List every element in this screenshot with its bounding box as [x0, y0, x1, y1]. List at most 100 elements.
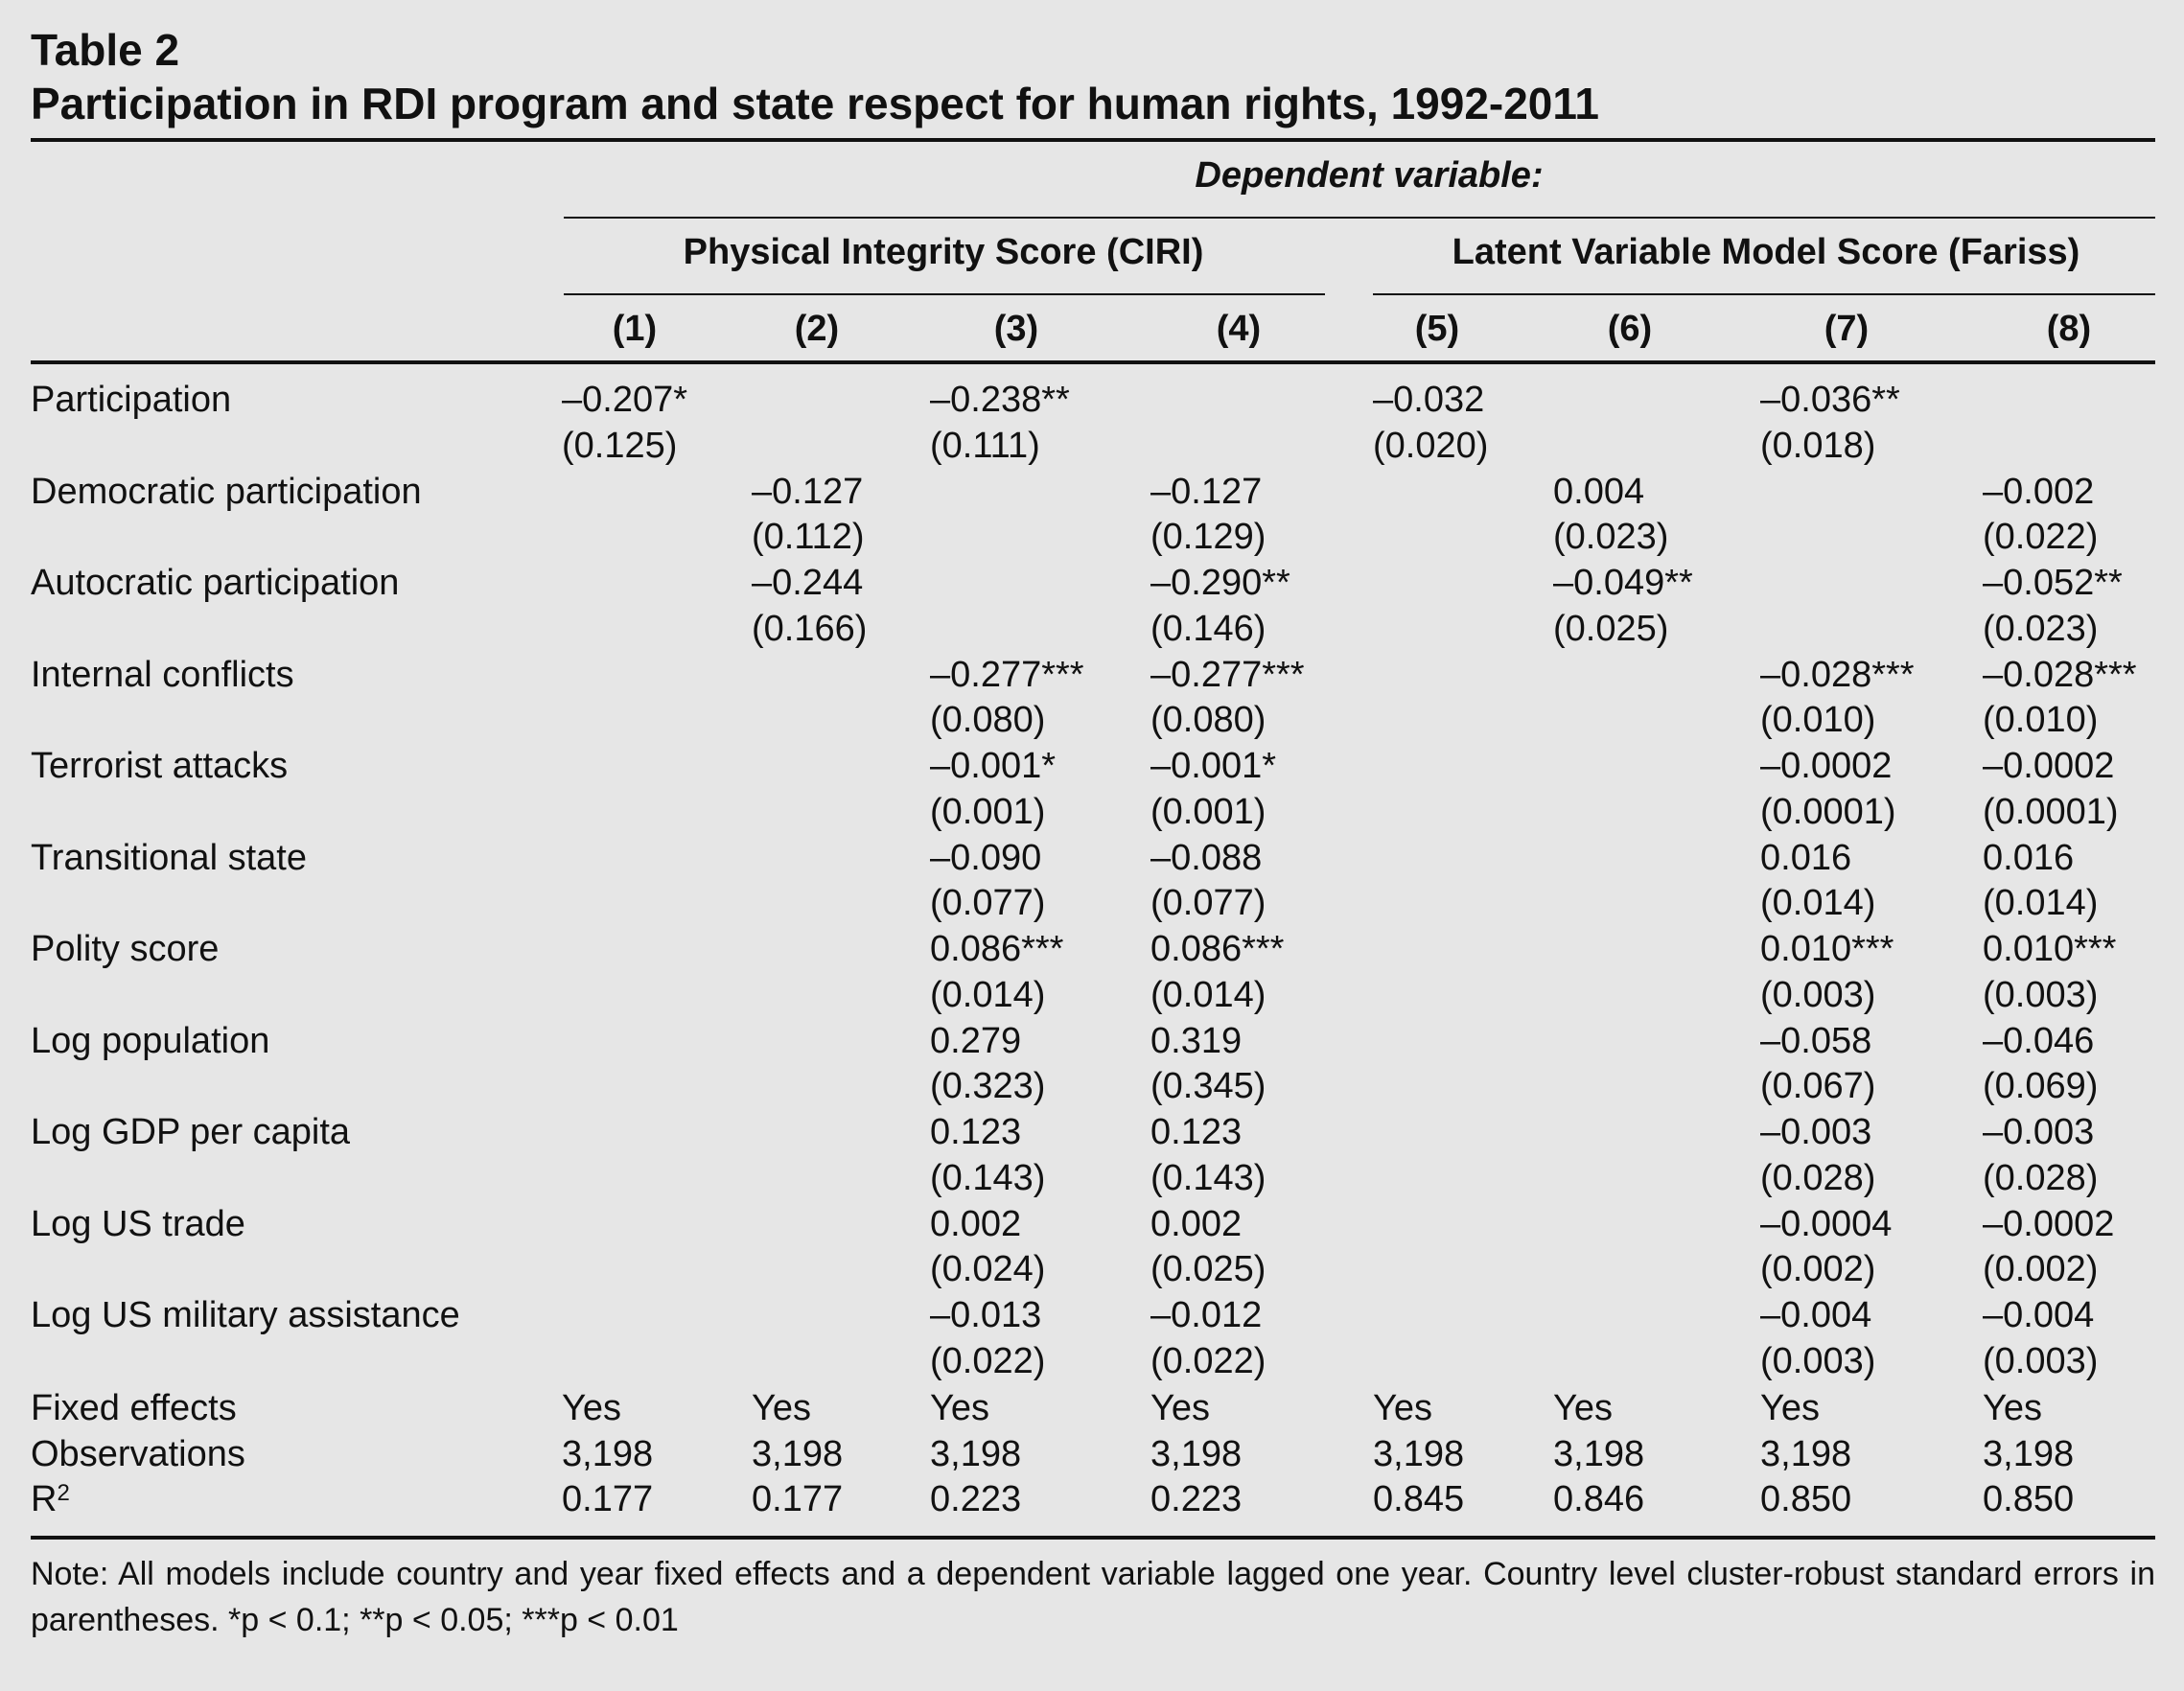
stat-value: 3,198 [1373, 1433, 1465, 1474]
std-error-cell: (0.003) [1760, 974, 1876, 1015]
coefficient-cell: –0.0002 [1983, 1203, 2115, 1244]
stat-value: 0.846 [1553, 1479, 1645, 1519]
stat-value: 3,198 [562, 1433, 654, 1474]
stat-value: 3,198 [930, 1433, 1022, 1474]
std-error-cell: (0.014) [1150, 974, 1266, 1015]
std-error-cell: (0.014) [1760, 883, 1876, 923]
stat-label: Fixed effects [31, 1386, 237, 1430]
std-error-cell: (0.023) [1553, 517, 1669, 557]
stat-value: 3,198 [1983, 1433, 2075, 1474]
std-error-cell: (0.345) [1150, 1066, 1266, 1106]
coefficient-cell: 0.123 [930, 1112, 1022, 1152]
std-error-cell: (0.022) [930, 1340, 1046, 1381]
std-error-cell: (0.028) [1983, 1157, 2099, 1198]
coefficient-cell: –0.052** [1983, 563, 2123, 603]
dv-rule [564, 217, 2155, 219]
coefficient-cell: –0.003 [1983, 1112, 2095, 1152]
std-error-cell: (0.014) [930, 974, 1046, 1015]
stat-value: Yes [752, 1388, 811, 1428]
std-error-cell: (0.020) [1373, 425, 1489, 466]
std-error-cell: (0.166) [752, 608, 868, 649]
std-error-cell: (0.143) [930, 1157, 1046, 1198]
coefficient-cell: –0.090 [930, 837, 1042, 878]
table-label: Table 2 [31, 25, 180, 75]
coefficient-cell: 0.086*** [930, 929, 1064, 969]
std-error-cell: (0.010) [1983, 700, 2099, 740]
column-header-8: (8) [2046, 309, 2092, 349]
coefficient-cell: –0.058 [1760, 1020, 1872, 1061]
coefficient-cell: –0.004 [1983, 1295, 2095, 1335]
coefficient-cell: –0.277*** [930, 654, 1084, 695]
stat-value: 3,198 [1553, 1433, 1645, 1474]
coefficient-cell: 0.010*** [1760, 929, 1894, 969]
std-error-cell: (0.077) [1150, 883, 1266, 923]
coefficient-cell: –0.001* [1150, 746, 1277, 786]
row-label: Autocratic participation [31, 563, 400, 603]
column-header-6: (6) [1607, 309, 1653, 349]
coefficient-cell: 0.123 [1150, 1112, 1243, 1152]
stat-value: Yes [562, 1388, 621, 1428]
stat-value: 0.850 [1760, 1479, 1852, 1519]
table-note: Note: All models include country and yea… [31, 1556, 2155, 1638]
stat-value: 3,198 [1150, 1433, 1243, 1474]
coefficient-cell: –0.088 [1150, 837, 1263, 878]
stat-value: 0.845 [1373, 1479, 1465, 1519]
coefficient-cell: –0.238** [930, 380, 1070, 420]
stat-label: R2 [31, 1477, 70, 1521]
std-error-cell: (0.0001) [1983, 791, 2119, 832]
stat-value: Yes [1150, 1388, 1210, 1428]
std-error-cell: (0.067) [1760, 1066, 1876, 1106]
coefficient-cell: –0.046 [1983, 1020, 2095, 1061]
table-page: Table 2 Participation in RDI program and… [31, 23, 2155, 1638]
column-header-3: (3) [993, 309, 1039, 349]
group-rule-ciri [564, 293, 1325, 295]
coefficient-cell: –0.0004 [1760, 1203, 1893, 1244]
coefficient-cell: 0.016 [1983, 837, 2075, 878]
coefficient-cell: –0.001* [930, 746, 1057, 786]
coefficient-cell: 0.279 [930, 1020, 1022, 1061]
stat-value: 0.177 [752, 1479, 844, 1519]
std-error-cell: (0.002) [1760, 1249, 1876, 1289]
std-error-cell: (0.323) [930, 1066, 1046, 1106]
top-rule [31, 138, 2155, 142]
coefficient-cell: –0.0002 [1760, 746, 1893, 786]
header-rule [31, 360, 2155, 364]
coefficient-cell: –0.244 [752, 563, 864, 603]
row-label: Participation [31, 380, 232, 420]
coefficient-cell: –0.002 [1983, 471, 2095, 512]
std-error-cell: (0.112) [752, 517, 865, 557]
row-label: Transitional state [31, 837, 307, 878]
superscript: 2 [57, 1480, 70, 1506]
row-label: Log US trade [31, 1203, 245, 1244]
std-error-cell: (0.001) [1150, 791, 1266, 832]
coefficient-cell: –0.290** [1150, 563, 1290, 603]
stat-value: 0.177 [562, 1479, 654, 1519]
stat-value: Yes [1983, 1388, 2042, 1428]
row-label: Log GDP per capita [31, 1112, 351, 1152]
std-error-cell: (0.028) [1760, 1157, 1876, 1198]
std-error-cell: (0.0001) [1760, 791, 1896, 832]
stat-value: Yes [1553, 1388, 1613, 1428]
dependent-variable-label: Dependent variable: [1195, 155, 1544, 196]
coefficient-cell: –0.0002 [1983, 746, 2115, 786]
std-error-cell: (0.003) [1760, 1340, 1876, 1381]
row-label: Terrorist attacks [31, 746, 289, 786]
group-header-fariss: Latent Variable Model Score (Fariss) [1452, 232, 2080, 272]
std-error-cell: (0.025) [1553, 608, 1669, 649]
std-error-cell: (0.146) [1150, 608, 1266, 649]
stat-value: 3,198 [1760, 1433, 1852, 1474]
coefficient-cell: –0.013 [930, 1295, 1042, 1335]
coefficient-cell: –0.003 [1760, 1112, 1872, 1152]
column-header-4: (4) [1216, 309, 1262, 349]
std-error-cell: (0.002) [1983, 1249, 2099, 1289]
column-header-5: (5) [1414, 309, 1460, 349]
std-error-cell: (0.069) [1983, 1066, 2099, 1106]
coefficient-cell: 0.002 [930, 1203, 1022, 1244]
std-error-cell: (0.014) [1983, 883, 2099, 923]
std-error-cell: (0.125) [562, 425, 678, 466]
column-header-1: (1) [612, 309, 658, 349]
std-error-cell: (0.023) [1983, 608, 2099, 649]
std-error-cell: (0.025) [1150, 1249, 1266, 1289]
coefficient-cell: –0.012 [1150, 1295, 1263, 1335]
column-header-7: (7) [1824, 309, 1870, 349]
